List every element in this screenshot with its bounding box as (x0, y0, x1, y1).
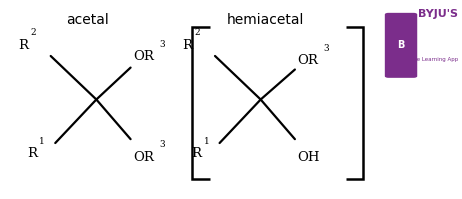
Text: 3: 3 (159, 140, 164, 149)
FancyBboxPatch shape (385, 13, 417, 78)
Text: BYJU'S: BYJU'S (418, 9, 458, 19)
Text: R: R (191, 147, 201, 160)
Text: acetal: acetal (66, 13, 109, 27)
Text: R: R (18, 39, 28, 52)
Text: 1: 1 (39, 137, 45, 146)
Text: R: R (27, 147, 37, 160)
Text: OR: OR (133, 151, 154, 164)
Text: 2: 2 (195, 28, 200, 37)
Text: The Learning App: The Learning App (410, 57, 458, 62)
Text: 3: 3 (323, 44, 329, 53)
Text: 2: 2 (30, 28, 36, 37)
Text: OR: OR (133, 50, 154, 63)
Text: hemiacetal: hemiacetal (226, 13, 304, 27)
Text: 1: 1 (204, 137, 209, 146)
Text: B: B (397, 40, 405, 50)
Text: OR: OR (297, 54, 318, 67)
Text: 3: 3 (159, 40, 164, 49)
Text: OH: OH (297, 151, 320, 164)
Text: R: R (182, 39, 192, 52)
